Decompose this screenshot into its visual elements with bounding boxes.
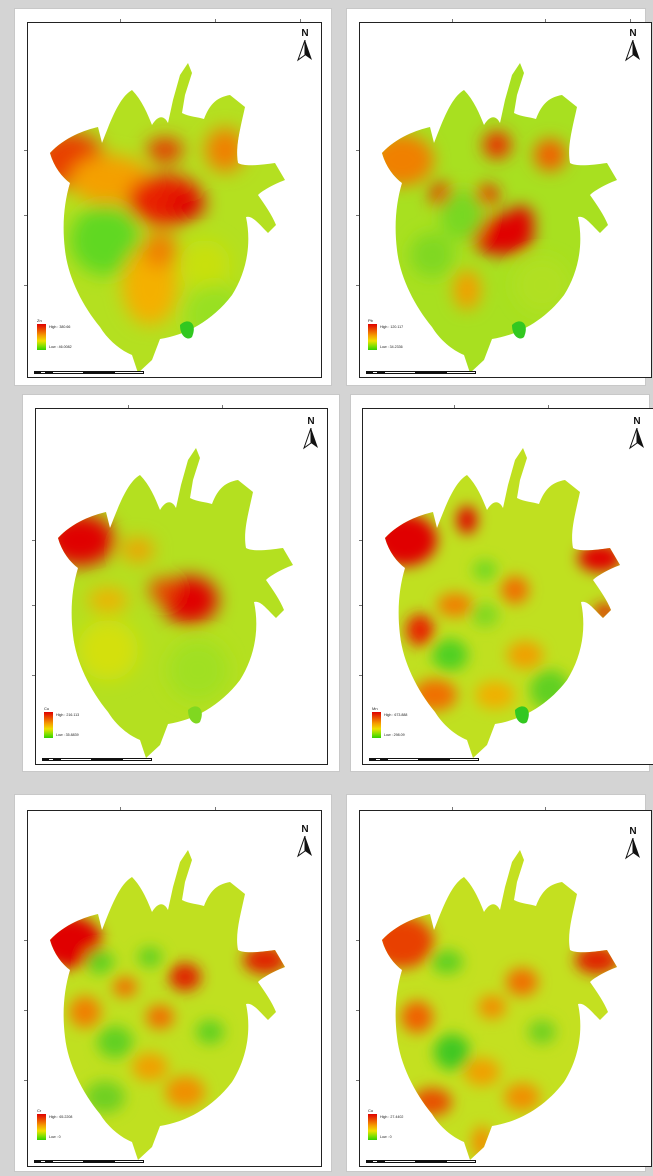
north-arrow-pb: N: [623, 28, 643, 62]
color-ramp: [37, 324, 46, 350]
graticule-tick: [222, 405, 223, 408]
legend-high: High : 27.4402: [380, 1115, 404, 1119]
legend-low: Low : 298.09: [384, 733, 405, 737]
scale-bar: [366, 1160, 476, 1163]
graticule-tick: [356, 150, 359, 151]
graticule-tick: [356, 1080, 359, 1081]
graticule-tick: [359, 540, 362, 541]
graticule-tick: [454, 405, 455, 408]
legend-title: Co: [368, 1108, 374, 1113]
north-label: N: [301, 824, 309, 835]
north-label: N: [629, 28, 637, 39]
legend-pb: Pb High : 120.117 Low : 34.2336: [368, 318, 448, 352]
heatmap-co: [382, 850, 617, 1160]
graticule-tick: [630, 19, 631, 22]
scale-bar: [369, 758, 479, 761]
legend-title: Cu: [44, 706, 50, 711]
graticule-tick: [300, 19, 301, 22]
legend-low: Low : 46.0082: [49, 345, 72, 349]
north-label: N: [307, 416, 315, 427]
heatmap-pb: [382, 63, 617, 373]
graticule-tick: [215, 807, 216, 810]
north-arrow-icon: [625, 40, 640, 62]
north-arrow-mn: N: [627, 416, 647, 450]
color-ramp: [368, 324, 377, 350]
scale-bar: [42, 758, 152, 761]
legend-high: High : 120.117: [380, 325, 404, 329]
color-ramp: [368, 1114, 377, 1140]
north-label: N: [633, 416, 641, 427]
legend-title: Pb: [368, 318, 373, 323]
color-ramp: [372, 712, 381, 738]
legend-high: High : 216.113: [56, 713, 80, 717]
graticule-tick: [545, 807, 546, 810]
graticule-tick: [356, 215, 359, 216]
graticule-tick: [24, 150, 27, 151]
heatmap-cr: [50, 850, 285, 1160]
north-arrow-icon: [629, 428, 644, 450]
graticule-tick: [24, 940, 27, 941]
scale-bar: [34, 1160, 144, 1163]
legend-high: High : 673.888: [384, 713, 408, 717]
legend-cr: Cr High : 65.2208 Low : 0: [37, 1108, 117, 1142]
north-arrow-cu: N: [301, 416, 321, 450]
legend-low: Low : 0: [49, 1135, 61, 1139]
graticule-tick: [24, 1010, 27, 1011]
color-ramp: [37, 1114, 46, 1140]
graticule-tick: [356, 285, 359, 286]
heatmap-mn: [385, 448, 620, 758]
graticule-tick: [32, 605, 35, 606]
north-arrow-cr: N: [295, 824, 315, 858]
legend-low: Low : 35.8839: [56, 733, 79, 737]
scale-bar: [34, 371, 144, 374]
graticule-tick: [24, 1080, 27, 1081]
north-arrow-icon: [303, 428, 318, 450]
north-arrow-co: N: [623, 826, 643, 860]
color-ramp: [44, 712, 53, 738]
north-arrow-icon: [297, 836, 312, 858]
north-arrow-icon: [297, 40, 312, 62]
graticule-tick: [359, 605, 362, 606]
legend-zn: Zn High : 380.66 Low : 46.0082: [37, 318, 117, 352]
scale-bar: [366, 371, 476, 374]
legend-title: Cr: [37, 1108, 42, 1113]
legend-cu: Cu High : 216.113 Low : 35.8839: [44, 706, 124, 740]
graticule-tick: [359, 675, 362, 676]
graticule-tick: [120, 19, 121, 22]
graticule-tick: [24, 215, 27, 216]
north-arrow-icon: [625, 838, 640, 860]
legend-co: Co High : 27.4402 Low : 0: [368, 1108, 448, 1142]
legend-mn: Mn High : 673.888 Low : 298.09: [372, 706, 452, 740]
legend-high: High : 65.2208: [49, 1115, 73, 1119]
graticule-tick: [215, 19, 216, 22]
graticule-tick: [32, 540, 35, 541]
legend-low: Low : 0: [380, 1135, 392, 1139]
heatmap-zn: [50, 63, 285, 373]
graticule-tick: [452, 807, 453, 810]
heatmap-cu: [58, 448, 293, 758]
north-label: N: [301, 28, 309, 39]
legend-high: High : 380.66: [49, 325, 71, 329]
north-label: N: [629, 826, 637, 837]
graticule-tick: [120, 807, 121, 810]
north-arrow-zn: N: [295, 28, 315, 62]
graticule-tick: [24, 285, 27, 286]
graticule-tick: [32, 675, 35, 676]
graticule-tick: [356, 1010, 359, 1011]
graticule-tick: [545, 19, 546, 22]
legend-title: Zn: [37, 318, 42, 323]
legend-low: Low : 34.2336: [380, 345, 403, 349]
legend-title: Mn: [372, 706, 378, 711]
graticule-tick: [356, 940, 359, 941]
graticule-tick: [548, 405, 549, 408]
graticule-tick: [128, 405, 129, 408]
graticule-tick: [452, 19, 453, 22]
